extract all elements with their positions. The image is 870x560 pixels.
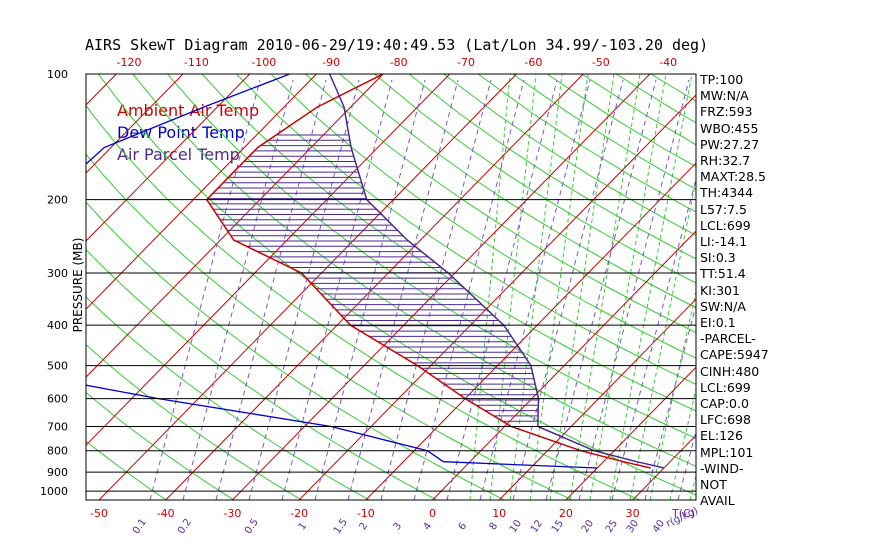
top-temp-tick: -100 — [251, 56, 276, 69]
bottom-temp-tick: -40 — [157, 507, 175, 520]
pressure-tick-label: 1000 — [40, 485, 68, 498]
stats-panel: TP:100 MW:N/A FRZ:593 WBO:455 PW:27.27 RH:32.… — [700, 72, 769, 509]
bottom-temp-tick: -30 — [223, 507, 241, 520]
stat-item: KI:301 — [700, 282, 740, 298]
mixing-ratio-tick: 8 — [488, 521, 501, 533]
y-axis-label: PRESSURE (MB) — [71, 238, 85, 333]
mixing-ratio-tick: 20 — [580, 518, 596, 535]
mixing-ratio-tick: 0.5 — [243, 517, 261, 536]
stat-item: LFC:698 — [700, 412, 751, 428]
pressure-tick-label: 200 — [47, 194, 68, 207]
mixing-ratio-tick: 30 — [625, 518, 641, 535]
stat-item: TT:51.4 — [700, 266, 746, 282]
pressure-tick-label: 300 — [47, 267, 68, 280]
stat-item: LI:-14.1 — [700, 234, 748, 250]
air-parcel-line — [329, 74, 665, 469]
mixing-ratio-tick: 1 — [297, 521, 310, 533]
chart-title: AIRS SkewT Diagram 2010-06-29/19:40:49.5… — [85, 36, 709, 54]
stat-item: SI:0.3 — [700, 250, 736, 266]
mixing-ratio-tick: 0.2 — [176, 517, 194, 536]
top-temp-tick: -70 — [457, 56, 475, 69]
bottom-temp-tick: 10 — [492, 507, 506, 520]
top-temp-tick: -90 — [322, 56, 340, 69]
mixing-ratio-tick: 15 — [550, 518, 566, 535]
pressure-tick-label: 800 — [47, 445, 68, 458]
pressure-tick-label: 600 — [47, 393, 68, 406]
bottom-temp-tick: -50 — [90, 507, 108, 520]
top-temp-tick: -120 — [117, 56, 142, 69]
stat-item: CINH:480 — [700, 363, 760, 379]
stat-item: NOT — [700, 477, 727, 493]
stat-item: EL:126 — [700, 428, 743, 444]
stat-item: PW:27.27 — [700, 136, 760, 152]
bottom-temp-tick: 30 — [626, 507, 640, 520]
bottom-temp-tick: -10 — [357, 507, 375, 520]
top-temp-tick: -50 — [592, 56, 610, 69]
stat-item: AVAIL — [700, 493, 735, 509]
stat-item: MPL:101 — [700, 444, 754, 460]
stat-item: RH:32.7 — [700, 153, 751, 169]
dew-point-line — [86, 74, 598, 469]
top-temp-tick: -40 — [659, 56, 677, 69]
mixing-ratio-tick: 12 — [529, 518, 545, 535]
mixing-ratio-tick: 4 — [422, 521, 435, 533]
stat-item: -PARCEL- — [700, 331, 756, 347]
stat-item: WBO:455 — [700, 120, 759, 136]
pressure-tick-label: 400 — [47, 319, 68, 332]
stat-item: CAP:0.0 — [700, 396, 749, 412]
stat-item: TH:4344 — [700, 185, 754, 201]
stat-item: LCL:699 — [700, 217, 751, 233]
bottom-temp-tick: 20 — [559, 507, 573, 520]
mixing-ratio-tick: 2 — [358, 521, 371, 533]
stat-item: -WIND- — [700, 460, 744, 476]
pressure-tick-label: 500 — [47, 360, 68, 373]
stat-item: TP:100 — [700, 72, 744, 87]
stat-item: MAXT:28.5 — [700, 169, 766, 185]
stat-item: CAPE:5947 — [700, 347, 769, 363]
stat-item: LCL:699 — [700, 379, 751, 395]
top-temp-tick: -80 — [390, 56, 408, 69]
top-temp-tick: -60 — [524, 56, 542, 69]
mixing-ratio-tick: 1.5 — [332, 517, 350, 536]
pressure-tick-label: 900 — [47, 466, 68, 479]
mixing-ratio-tick: 0.1 — [131, 517, 149, 536]
pressure-tick-label: 700 — [47, 421, 68, 434]
bottom-temp-tick: -20 — [290, 507, 308, 520]
stat-item: L57:7.5 — [700, 201, 747, 217]
pressure-tick-label: 100 — [47, 68, 68, 81]
mixing-ratio-tick: 25 — [604, 518, 620, 535]
top-temp-tick: -110 — [184, 56, 209, 69]
mixing-ratio-tick: 6 — [457, 521, 470, 533]
bottom-temp-tick: 0 — [429, 507, 436, 520]
mixing-ratio-tick: 10 — [508, 518, 524, 535]
stat-item: EI:0.1 — [700, 315, 736, 331]
stat-item: SW:N/A — [700, 298, 746, 314]
stat-item: MW:N/A — [700, 88, 749, 104]
bottom-temp-unit: T(C) — [671, 507, 695, 520]
mixing-ratio-tick: 3 — [392, 521, 405, 533]
stat-item: FRZ:593 — [700, 104, 753, 120]
